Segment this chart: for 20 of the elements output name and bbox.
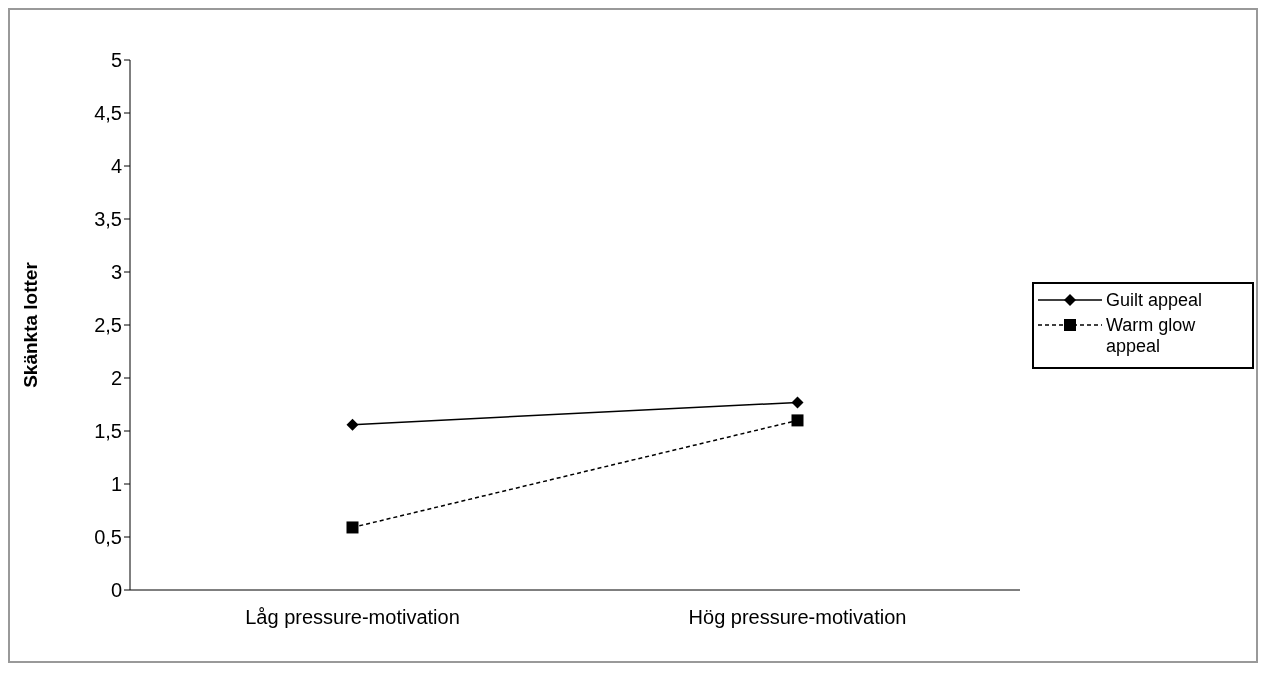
x-tick-label: Låg pressure-motivation <box>245 606 460 629</box>
y-tick-label: 4,5 <box>94 102 122 125</box>
point <box>791 396 804 409</box>
y-tick-label: 2,5 <box>94 314 122 337</box>
point <box>791 414 804 427</box>
legend-label: Warm glow appeal <box>1106 315 1197 357</box>
y-tick-label: 0,5 <box>94 526 122 549</box>
y-tick-label: 0 <box>110 579 122 602</box>
y-tick-label: 2 <box>110 367 122 390</box>
y-tick-label: 1 <box>110 473 122 496</box>
point <box>346 418 359 431</box>
legend-label: Guilt appeal <box>1106 290 1204 311</box>
y-tick-label: 1,5 <box>94 420 122 443</box>
y-tick-label: 3 <box>110 261 122 284</box>
y-axis-title: Skänkta lotter <box>19 261 41 388</box>
point <box>346 521 359 534</box>
y-tick-label: 3,5 <box>94 208 122 231</box>
y-tick-label: 5 <box>110 49 122 72</box>
y-tick-label: 4 <box>110 155 122 178</box>
x-tick-label: Hög pressure-motivation <box>688 606 907 629</box>
